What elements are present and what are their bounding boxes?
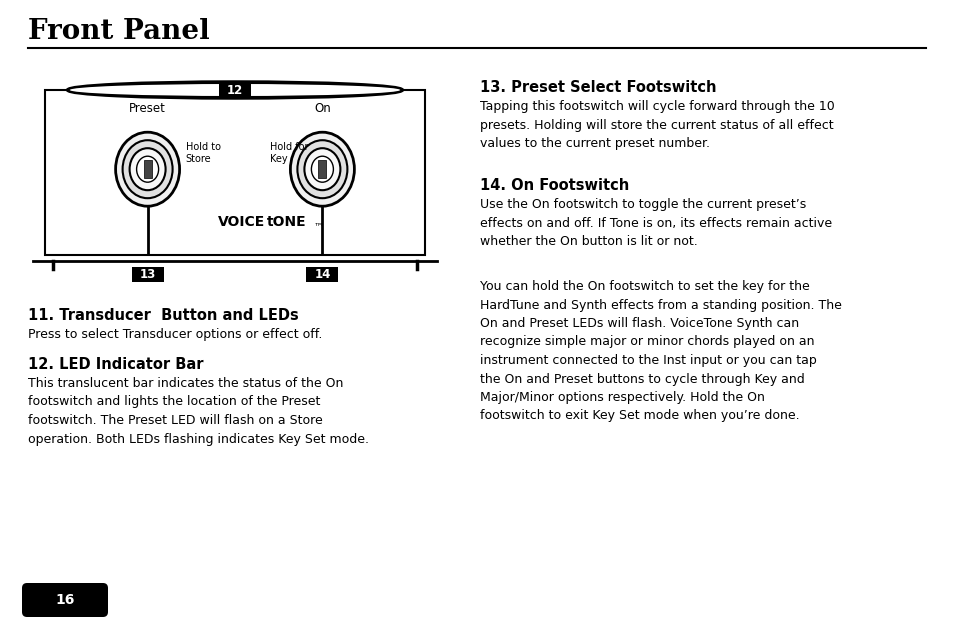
Ellipse shape: [290, 132, 354, 206]
Bar: [45, 90, 424, 255]
Text: 14: 14: [314, 268, 331, 282]
Ellipse shape: [297, 140, 347, 198]
Ellipse shape: [311, 156, 333, 182]
Ellipse shape: [68, 82, 402, 98]
Text: You can hold the On footswitch to set the key for the
HardTune and Synth effects: You can hold the On footswitch to set th…: [479, 280, 841, 423]
Bar: [219, 82, 251, 98]
Text: 13: 13: [139, 268, 155, 282]
Text: Preset: Preset: [129, 102, 166, 115]
Text: 11. Transducer  Button and LEDs: 11. Transducer Button and LEDs: [28, 308, 298, 323]
Ellipse shape: [130, 148, 166, 190]
Text: Front Panel: Front Panel: [28, 18, 210, 45]
Bar: [306, 267, 338, 282]
Text: On: On: [314, 102, 331, 115]
Bar: [132, 267, 163, 282]
Text: 16: 16: [55, 593, 74, 607]
Ellipse shape: [304, 148, 340, 190]
Text: Hold to
Store: Hold to Store: [186, 142, 220, 164]
Text: Hold for
Key: Hold for Key: [270, 142, 309, 164]
Text: Tapping this footswitch will cycle forward through the 10
presets. Holding will : Tapping this footswitch will cycle forwa…: [479, 100, 834, 150]
Text: 12. LED Indicator Bar: 12. LED Indicator Bar: [28, 357, 203, 372]
Text: Press to select Transducer options or effect off.: Press to select Transducer options or ef…: [28, 328, 322, 341]
Bar: [318, 160, 326, 178]
Text: tONE: tONE: [266, 215, 306, 229]
Text: Use the On footswitch to toggle the current preset’s
effects on and off. If Tone: Use the On footswitch to toggle the curr…: [479, 198, 831, 248]
FancyBboxPatch shape: [22, 583, 108, 617]
Text: VOICE: VOICE: [218, 215, 265, 229]
Text: 13. Preset Select Footswitch: 13. Preset Select Footswitch: [479, 80, 716, 95]
Ellipse shape: [123, 140, 172, 198]
Bar: [144, 160, 152, 178]
Ellipse shape: [70, 84, 399, 96]
Text: ™: ™: [314, 221, 323, 231]
Text: This translucent bar indicates the status of the On
footswitch and lights the lo: This translucent bar indicates the statu…: [28, 377, 369, 446]
Ellipse shape: [136, 156, 158, 182]
Text: 14. On Footswitch: 14. On Footswitch: [479, 178, 629, 193]
Ellipse shape: [115, 132, 179, 206]
Text: 12: 12: [227, 83, 243, 96]
